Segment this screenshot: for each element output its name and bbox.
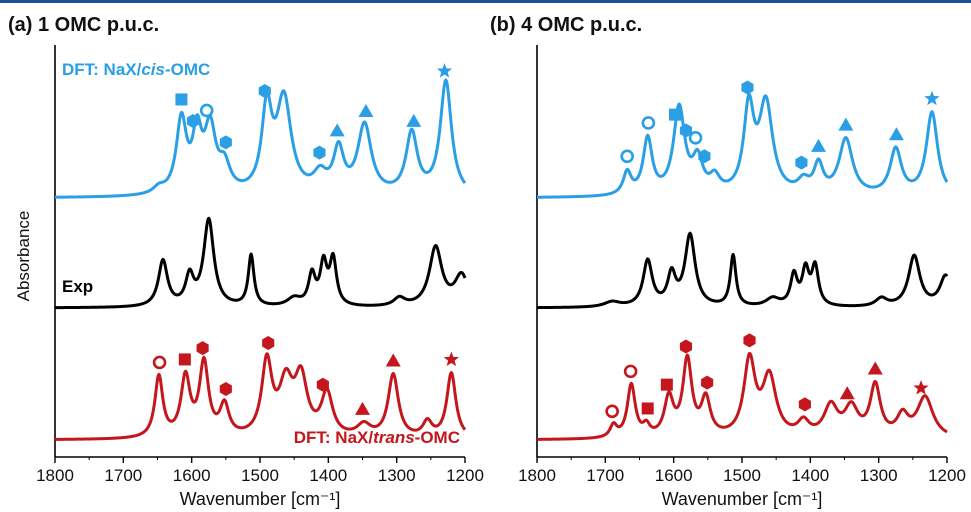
hexagon-marker bbox=[698, 149, 711, 164]
hexagon-marker bbox=[262, 336, 275, 350]
hexagon-marker bbox=[701, 375, 714, 390]
top-border-line bbox=[0, 0, 971, 3]
triangle-marker bbox=[358, 103, 374, 117]
hexagon-marker bbox=[679, 123, 693, 138]
panel-a-title: (a) 1 OMC p.u.c. bbox=[8, 14, 160, 36]
label-trans: DFT: NaX/trans-OMC bbox=[294, 428, 460, 447]
label-cis: DFT: NaX/cis-OMC bbox=[62, 60, 210, 79]
x-tick-label: 1700 bbox=[586, 466, 624, 485]
hexagon-marker bbox=[679, 339, 693, 354]
x-tick-label: 1600 bbox=[655, 466, 693, 485]
series-line-exp bbox=[54, 216, 467, 310]
hexagon-marker bbox=[219, 135, 232, 150]
circle-marker bbox=[641, 116, 656, 130]
x-tick-label: 1300 bbox=[860, 466, 898, 485]
x-tick-label: 1200 bbox=[446, 466, 484, 485]
triangle-marker bbox=[867, 361, 883, 375]
square-marker bbox=[660, 378, 673, 391]
hexagon-marker bbox=[258, 84, 271, 98]
hexagon-marker bbox=[186, 114, 200, 129]
panel-a: 1800 1700 1600 1500 1400 1300 1200 Wavenumber [… bbox=[36, 45, 484, 509]
hexagon-marker bbox=[743, 333, 756, 348]
circle-marker bbox=[620, 149, 635, 164]
x-axis-label: Wavenumber [cm⁻¹] bbox=[662, 489, 823, 509]
series-line-cis bbox=[54, 78, 467, 199]
triangle-marker bbox=[355, 401, 370, 415]
square-marker bbox=[641, 402, 654, 415]
circle-marker bbox=[688, 131, 703, 145]
hexagon-marker bbox=[313, 145, 326, 160]
x-tick-label: 1200 bbox=[928, 466, 966, 485]
x-tick-label: 1500 bbox=[723, 466, 761, 485]
hexagon-marker bbox=[741, 80, 754, 95]
x-tick-label: 1300 bbox=[378, 466, 416, 485]
square-marker bbox=[178, 353, 191, 366]
triangle-marker bbox=[811, 138, 827, 152]
hexagon-marker bbox=[795, 155, 808, 170]
hexagon-marker bbox=[798, 397, 811, 412]
x-tick-label: 1800 bbox=[518, 466, 556, 485]
label-exp: Exp bbox=[62, 277, 93, 296]
series-line-cis bbox=[536, 93, 949, 199]
star-marker bbox=[443, 351, 459, 367]
star-marker bbox=[924, 90, 940, 106]
hexagon-marker bbox=[219, 382, 232, 397]
circle-marker bbox=[623, 364, 638, 379]
hexagon-marker bbox=[196, 341, 209, 356]
series-line-exp bbox=[536, 231, 949, 310]
x-tick-label: 1400 bbox=[791, 466, 829, 485]
series-line-trans bbox=[536, 351, 948, 441]
circle-marker bbox=[199, 103, 214, 118]
hexagon-marker bbox=[316, 377, 329, 392]
x-tick-label: 1500 bbox=[241, 466, 279, 485]
x-tick-label: 1700 bbox=[104, 466, 142, 485]
x-tick-label: 1800 bbox=[36, 466, 74, 485]
triangle-marker bbox=[838, 117, 854, 131]
x-tick-label: 1600 bbox=[173, 466, 211, 485]
triangle-marker bbox=[888, 127, 904, 141]
square-marker bbox=[669, 108, 682, 121]
series-line-trans bbox=[54, 352, 467, 441]
x-axis-label: Wavenumber [cm⁻¹] bbox=[180, 489, 341, 509]
star-marker bbox=[913, 380, 929, 395]
triangle-marker bbox=[406, 113, 422, 127]
triangle-marker bbox=[839, 386, 855, 400]
circle-marker bbox=[605, 404, 619, 419]
square-marker bbox=[175, 93, 188, 106]
star-marker bbox=[436, 63, 453, 78]
panel-b: 1800 1700 1600 1500 1400 1300 1200 Wavenumber [… bbox=[518, 45, 966, 509]
panel-b-title: (b) 4 OMC p.u.c. bbox=[490, 14, 643, 36]
triangle-marker bbox=[385, 353, 401, 367]
triangle-marker bbox=[329, 123, 345, 137]
circle-marker bbox=[152, 355, 167, 370]
x-tick-label: 1400 bbox=[309, 466, 347, 485]
